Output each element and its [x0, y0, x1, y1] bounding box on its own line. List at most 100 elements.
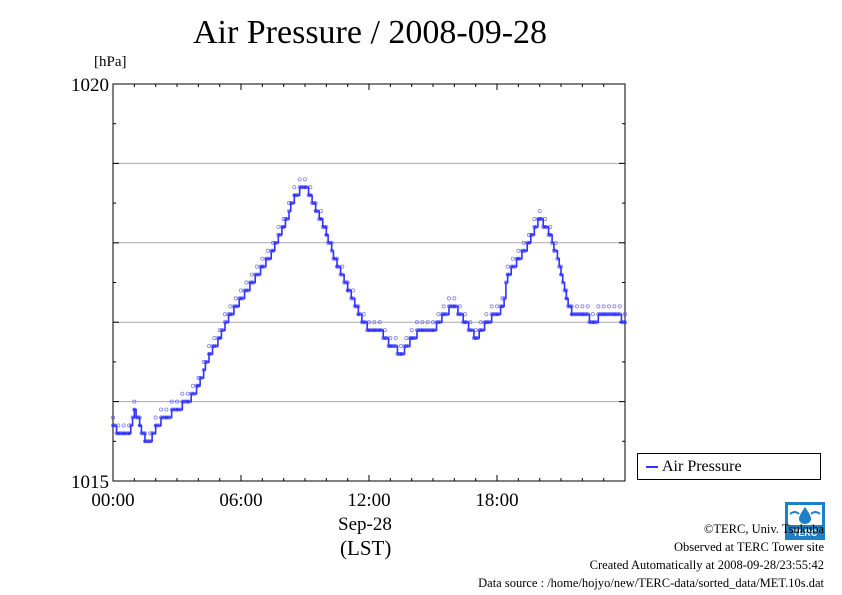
data-point — [186, 400, 189, 403]
data-point — [565, 297, 568, 300]
sample-point — [260, 256, 265, 261]
sample-point — [532, 217, 537, 221]
source-text: Data source : /home/hojyo/new/TERC-data/… — [478, 576, 824, 590]
data-point — [319, 217, 323, 221]
sample-point — [377, 320, 382, 325]
sample-point — [153, 415, 158, 420]
y-axis-label: [hPa] — [94, 54, 127, 70]
y-tick-label: 1015 — [71, 472, 109, 493]
sample-point — [212, 336, 217, 341]
sample-point — [484, 312, 489, 317]
sample-point — [255, 264, 259, 269]
data-point — [303, 185, 307, 189]
sample-point — [511, 256, 515, 261]
data-point — [549, 233, 552, 237]
data-point — [474, 336, 477, 340]
data-point — [506, 273, 509, 276]
sample-point — [516, 248, 521, 253]
sample-point — [585, 304, 590, 309]
x-tick-label: 12:00 — [347, 490, 390, 511]
sample-point — [425, 320, 430, 325]
axis-ticks: 1015 1020 00:00 06:00 12:00 18:00 — [71, 75, 626, 511]
sample-points — [111, 177, 627, 444]
sample-point — [372, 320, 377, 325]
sample-point — [447, 296, 451, 301]
data-point — [346, 289, 349, 292]
data-point — [570, 312, 573, 316]
data-point — [538, 217, 541, 221]
plot-frame — [112, 83, 626, 482]
data-point — [138, 424, 141, 427]
data-point — [165, 416, 168, 419]
data-point — [271, 249, 275, 253]
sample-point — [537, 209, 542, 213]
sample-point — [580, 304, 585, 309]
data-point — [207, 352, 211, 356]
sample-point — [159, 407, 163, 412]
copyright-text: ©TERC, Univ. Tsukuba — [703, 522, 824, 536]
sample-point — [303, 177, 307, 182]
observed-text: Observed at TERC Tower site — [673, 540, 824, 554]
data-point — [591, 320, 595, 324]
data-point — [149, 440, 152, 443]
sample-point — [111, 415, 115, 420]
x-tick-label: 18:00 — [475, 490, 518, 511]
sample-point — [164, 407, 169, 412]
sample-point — [185, 391, 190, 396]
credits: ©TERC, Univ. Tsukuba Observed at TERC To… — [478, 520, 824, 592]
grid-lines — [113, 162, 625, 403]
data-point — [293, 193, 296, 197]
sample-point — [420, 320, 425, 325]
sample-point — [180, 391, 185, 396]
sample-point — [521, 240, 526, 245]
sample-point — [223, 312, 227, 317]
legend-swatch — [646, 465, 658, 468]
sample-point — [169, 399, 174, 404]
data-point — [517, 257, 520, 260]
data-point — [229, 312, 232, 316]
data-point — [154, 424, 157, 427]
data-point — [335, 265, 339, 268]
sample-point — [617, 304, 622, 309]
y-tick-label: 1020 — [71, 75, 109, 96]
data-point — [127, 432, 131, 435]
data-point — [250, 281, 253, 284]
legend-label: Air Pressure — [662, 457, 742, 475]
sample-point — [575, 304, 579, 309]
data-point — [485, 320, 488, 324]
legend: Air Pressure — [637, 453, 821, 480]
data-point — [325, 233, 328, 237]
data-point — [501, 305, 504, 308]
data-point — [117, 432, 120, 435]
created-text: Created Automatically at 2008-09-28/23:5… — [589, 558, 824, 572]
sample-point — [623, 312, 627, 317]
data-point — [378, 328, 381, 332]
sample-point — [249, 272, 254, 277]
sample-point — [415, 320, 419, 325]
data-point — [442, 312, 445, 316]
data-point — [421, 328, 424, 332]
sample-point — [292, 185, 297, 190]
data-point — [581, 312, 584, 316]
sample-point — [297, 177, 302, 182]
data-point — [111, 424, 115, 427]
sample-point — [207, 344, 211, 348]
data-point — [463, 320, 467, 324]
sample-point — [495, 304, 499, 309]
sample-point — [228, 304, 233, 309]
sample-point — [393, 336, 398, 341]
data-point — [453, 305, 456, 308]
sample-point — [244, 280, 249, 285]
logo-text: TERC — [793, 528, 818, 538]
sample-point — [121, 423, 126, 428]
sample-point — [479, 320, 483, 325]
sample-point — [191, 383, 195, 388]
data-point — [197, 384, 200, 388]
x-axis-date-label: Sep-28 — [338, 514, 392, 535]
sample-point — [607, 304, 611, 309]
sample-point — [409, 328, 414, 333]
sample-point — [132, 399, 137, 404]
terc-logo-icon: TERC — [785, 502, 825, 540]
sample-point — [404, 336, 409, 341]
